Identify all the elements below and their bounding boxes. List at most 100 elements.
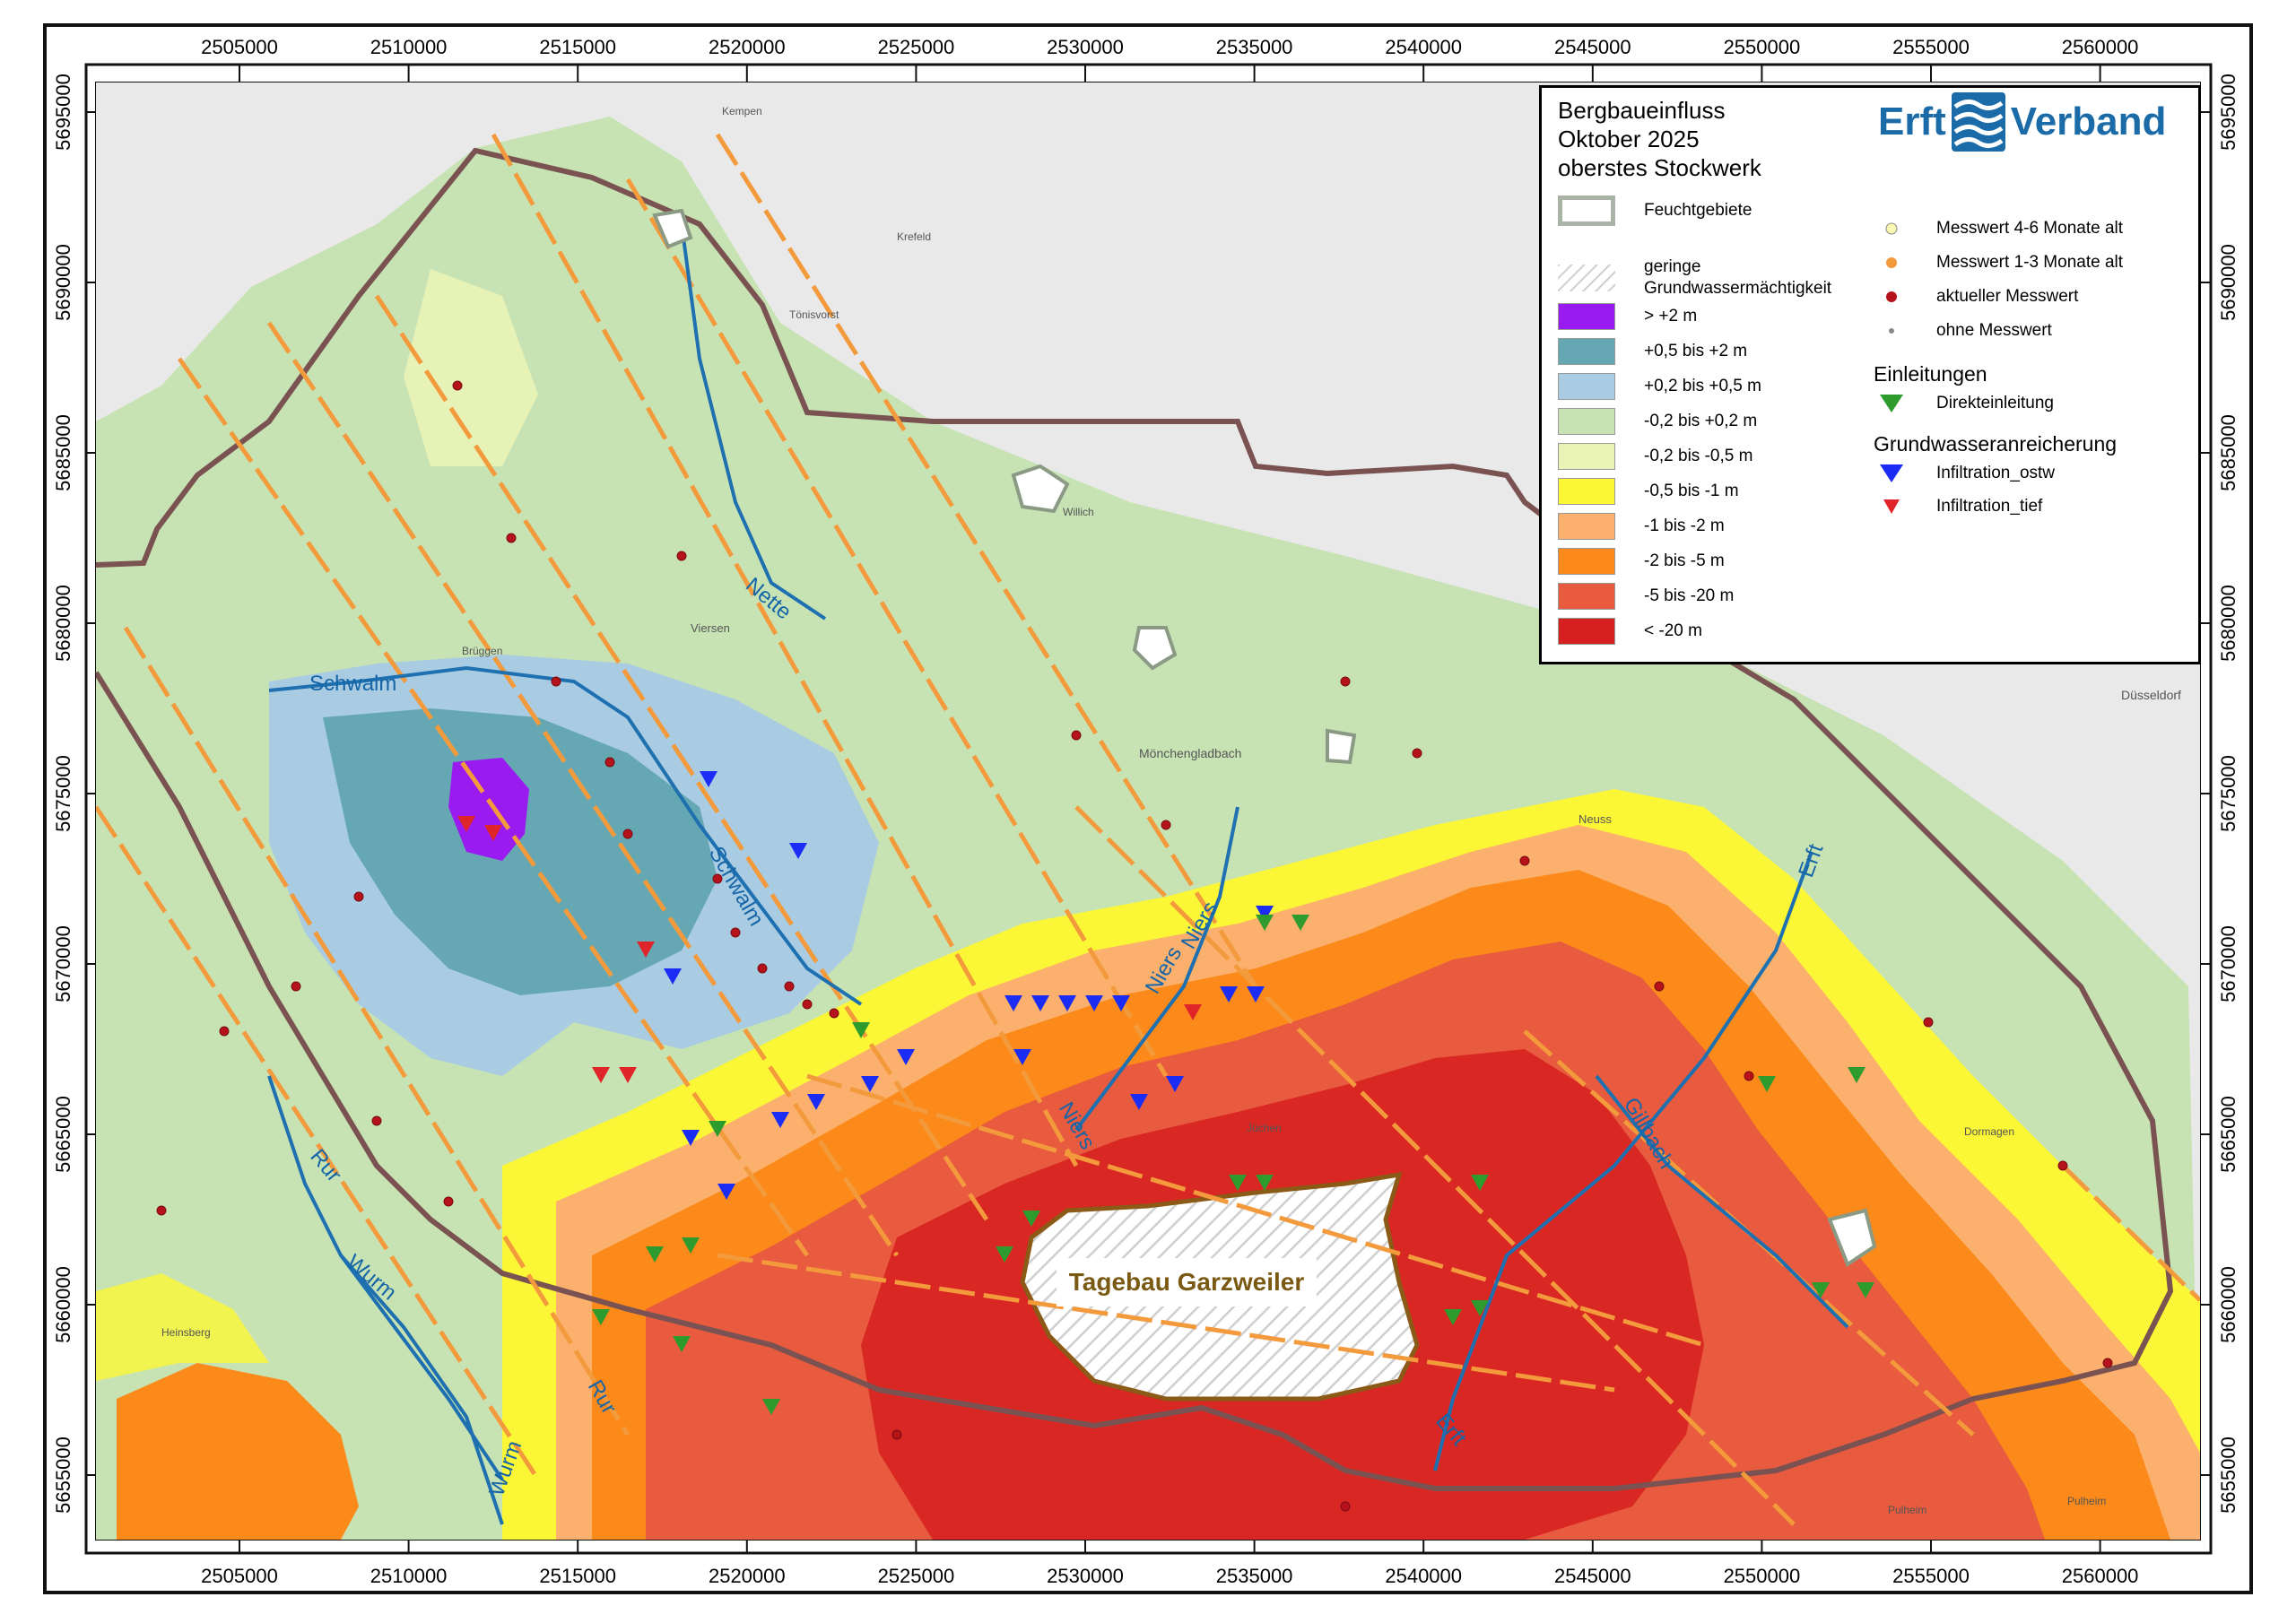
legend-gwa-heading: Grundwasseranreicherung <box>1874 432 2118 456</box>
place-brueggen: Brüggen <box>462 645 502 657</box>
erftverband-logo: Erft Verband <box>1878 92 2166 152</box>
x-tick-label: 2555000 <box>1892 36 1970 58</box>
circle-red-icon <box>1886 291 1897 302</box>
y-tick-label: 5675000 <box>52 755 74 832</box>
place-heinsberg: Heinsberg <box>161 1326 211 1339</box>
legend-class-swatch <box>1558 443 1615 470</box>
legend-class-row: -0,2 bis +0,2 m <box>1558 408 1757 435</box>
y-tick-label: 5685000 <box>52 414 74 491</box>
legend-geringe: geringe Grundwassermächtigkeit <box>1558 256 1831 299</box>
place-neuss: Neuss <box>1578 812 1612 826</box>
legend-class-label: -2 bis -5 m <box>1644 551 1725 570</box>
x-tick-label: 2545000 <box>1554 36 1631 58</box>
legend-mw13: Messwert 1-3 Monate alt <box>1874 253 2123 273</box>
outer-frame <box>43 23 2253 1594</box>
legend-title-3: oberstes Stockwerk <box>1558 154 1761 181</box>
circle-pale-icon <box>1885 222 1898 235</box>
legend-ostw: Infiltration_ostw <box>1874 463 2055 484</box>
legend-class-label: -0,2 bis -0,5 m <box>1644 447 1753 465</box>
place-pulheim-1: Pulheim <box>1888 1504 1926 1516</box>
x-tick-label: 2560000 <box>2062 1565 2139 1587</box>
zone-blue <box>323 708 718 995</box>
legend-class-label: -0,5 bis -1 m <box>1644 482 1739 500</box>
feuchtgebiete-swatch <box>1558 195 1615 226</box>
x-tick-label: 2510000 <box>370 36 448 58</box>
x-tick-label: 2520000 <box>709 1565 786 1587</box>
tagebau-label: Tagebau Garzweiler <box>1057 1258 1317 1306</box>
x-tick-label: 2530000 <box>1047 36 1124 58</box>
legend-class-swatch <box>1558 548 1615 575</box>
triangle-green-icon <box>1880 395 1903 412</box>
mwakt-label: aktueller Messwert <box>1936 287 2079 306</box>
x-tick-label: 2540000 <box>1385 36 1462 58</box>
logo-text-right: Verband <box>2010 100 2167 143</box>
legend-class-label: -1 bis -2 m <box>1644 516 1725 535</box>
x-tick-label: 2555000 <box>1892 1565 1970 1587</box>
legend-class-label: < -20 m <box>1644 621 1702 640</box>
map-frame <box>84 63 2213 1555</box>
zone-orange-west <box>117 1363 359 1540</box>
legend-class-label: -0,2 bis +0,2 m <box>1644 412 1758 430</box>
x-tick-label: 2525000 <box>878 1565 955 1587</box>
x-tick-label: 2540000 <box>1385 1565 1462 1587</box>
legend-class-row: -2 bis -5 m <box>1558 548 1725 575</box>
y-tick-label: 5665000 <box>52 1096 74 1173</box>
y-tick-label: 5690000 <box>52 244 74 321</box>
wetlands <box>652 208 1877 1268</box>
place-kempen: Kempen <box>722 105 762 117</box>
y-tick-label: 5670000 <box>2217 925 2239 1002</box>
y-tick-label: 5680000 <box>2217 585 2239 662</box>
ostw-label: Infiltration_ostw <box>1936 464 2056 482</box>
legend: Bergbaueinfluss Oktober 2025 oberstes St… <box>1539 85 2201 664</box>
x-tick-label: 2545000 <box>1554 1565 1631 1587</box>
x-tick-label: 2550000 <box>1724 1565 1801 1587</box>
mwohne-label: ohne Messwert <box>1936 321 2052 340</box>
rivers <box>267 223 1849 1525</box>
logo-wave-icon <box>1951 92 2005 152</box>
x-tick-label: 2515000 <box>539 1565 616 1587</box>
mw46-label: Messwert 4-6 Monate alt <box>1936 219 2124 238</box>
y-tick-label: 5680000 <box>52 585 74 662</box>
legend-class-row: -0,5 bis -1 m <box>1558 478 1739 505</box>
y-tick-label: 5655000 <box>2217 1436 2239 1514</box>
legend-class-swatch <box>1558 303 1615 330</box>
zone-yellow-west <box>96 1273 269 1381</box>
legend-class-row: -1 bis -2 m <box>1558 513 1725 540</box>
x-tick-label: 2530000 <box>1047 1565 1124 1587</box>
circle-gray-icon <box>1889 328 1894 334</box>
infiltration-ostw-symbols <box>664 771 1274 1200</box>
legend-class-swatch <box>1558 373 1615 400</box>
y-tick-label: 5690000 <box>2217 244 2239 321</box>
y-tick-label: 5670000 <box>52 925 74 1002</box>
place-willich: Willich <box>1063 506 1094 518</box>
legend-title-1: Bergbaueinfluss <box>1558 97 1726 124</box>
geringe-label-2: Grundwassermächtigkeit <box>1644 279 1832 298</box>
place-toenisvorst: Tönisvorst <box>789 308 839 321</box>
legend-class-label: -5 bis -20 m <box>1644 586 1735 605</box>
x-tick-label: 2535000 <box>1216 36 1293 58</box>
logo-text-left: Erft <box>1878 100 1946 143</box>
y-tick-label: 5665000 <box>2217 1096 2239 1173</box>
tief-label: Infiltration_tief <box>1936 497 2043 516</box>
x-tick-label: 2525000 <box>878 36 955 58</box>
geringe-label-1: geringe <box>1644 257 1701 276</box>
mw13-label: Messwert 1-3 Monate alt <box>1936 253 2124 272</box>
direkteinleitung-symbols <box>592 915 1874 1415</box>
y-tick-label: 5675000 <box>2217 755 2239 832</box>
y-tick-label: 5660000 <box>52 1266 74 1343</box>
y-tick-label: 5660000 <box>2217 1266 2239 1343</box>
fault-lines <box>96 133 2200 1526</box>
legend-class-label: > +2 m <box>1644 307 1698 325</box>
legend-class-row: +0,5 bis +2 m <box>1558 338 1747 365</box>
legend-mwakt: aktueller Messwert <box>1874 287 2078 307</box>
circle-orange-icon <box>1886 257 1897 268</box>
feuchtgebiete-label: Feuchtgebiete <box>1644 201 1752 220</box>
place-duesseldorf: Düsseldorf <box>2121 688 2181 702</box>
x-tick-label: 2505000 <box>201 1565 278 1587</box>
y-axis-ticks: 5695000 5695000 5690000 5690000 5685000 56850… <box>52 74 2239 1514</box>
legend-einleitungen-heading: Einleitungen <box>1874 362 1987 386</box>
legend-class-row: +0,2 bis +0,5 m <box>1558 373 1761 400</box>
x-tick-label: 2505000 <box>201 36 278 58</box>
legend-direkt: Direkteinleitung <box>1874 393 2054 414</box>
legend-class-row: -0,2 bis -0,5 m <box>1558 443 1752 470</box>
